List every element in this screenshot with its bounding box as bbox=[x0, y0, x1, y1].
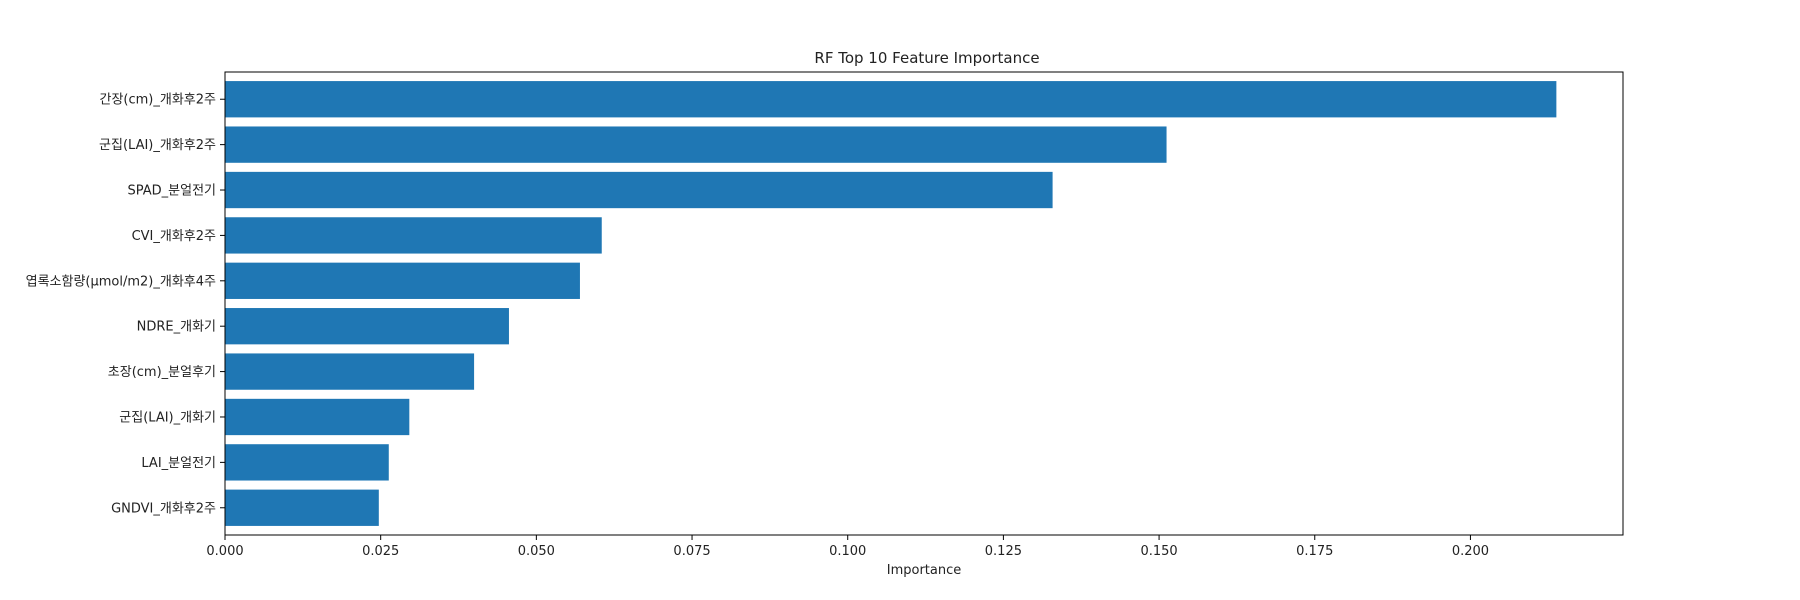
y-tick-label: NDRE_개화기 bbox=[137, 320, 216, 335]
bar bbox=[225, 353, 475, 390]
x-tick-label: 0.125 bbox=[985, 544, 1022, 559]
x-axis-ticks: 0.000 0.025 0.050 0.075 0.100 0.125 0.150 0.175… bbox=[206, 535, 1489, 559]
x-tick-label: 0.000 bbox=[206, 544, 243, 559]
x-tick-label: 0.075 bbox=[673, 544, 710, 559]
x-axis-title: Importance bbox=[887, 563, 962, 578]
bar bbox=[225, 262, 580, 299]
bar bbox=[225, 398, 410, 436]
y-tick-label: 간장(cm)_개화후2주 bbox=[100, 93, 217, 108]
bar bbox=[225, 171, 1053, 209]
x-tick-label: 0.175 bbox=[1296, 544, 1333, 559]
bar bbox=[225, 489, 379, 526]
y-tick-label: SPAD_분얼전기 bbox=[127, 184, 216, 199]
y-tick-label: 엽록소함량(μmol/m2)_개화후4주 bbox=[26, 274, 216, 289]
x-tick-label: 0.150 bbox=[1140, 544, 1177, 559]
y-tick-label: 초장(cm)_분얼후기 bbox=[108, 365, 216, 380]
y-tick-label: 군집(LAI)_개화기 bbox=[119, 410, 216, 425]
bar bbox=[225, 444, 389, 481]
x-tick-label: 0.025 bbox=[362, 544, 399, 559]
x-tick-label: 0.050 bbox=[518, 544, 555, 559]
plot-frame bbox=[224, 71, 1624, 536]
bar bbox=[225, 308, 509, 345]
bar bbox=[225, 126, 1167, 163]
x-tick-label: 0.100 bbox=[829, 544, 866, 559]
bar bbox=[225, 81, 1557, 118]
y-tick-label: LAI_분얼전기 bbox=[141, 456, 216, 471]
y-tick-label: CVI_개화후2주 bbox=[132, 229, 216, 244]
y-tick-label: GNDVI_개화후2주 bbox=[111, 501, 216, 516]
y-tick-label: 군집(LAI)_개화후2주 bbox=[99, 138, 216, 153]
bars-group bbox=[225, 81, 1557, 526]
chart-title: RF Top 10 Feature Importance bbox=[814, 49, 1039, 67]
bar bbox=[225, 217, 602, 254]
x-tick-label: 0.200 bbox=[1452, 544, 1489, 559]
